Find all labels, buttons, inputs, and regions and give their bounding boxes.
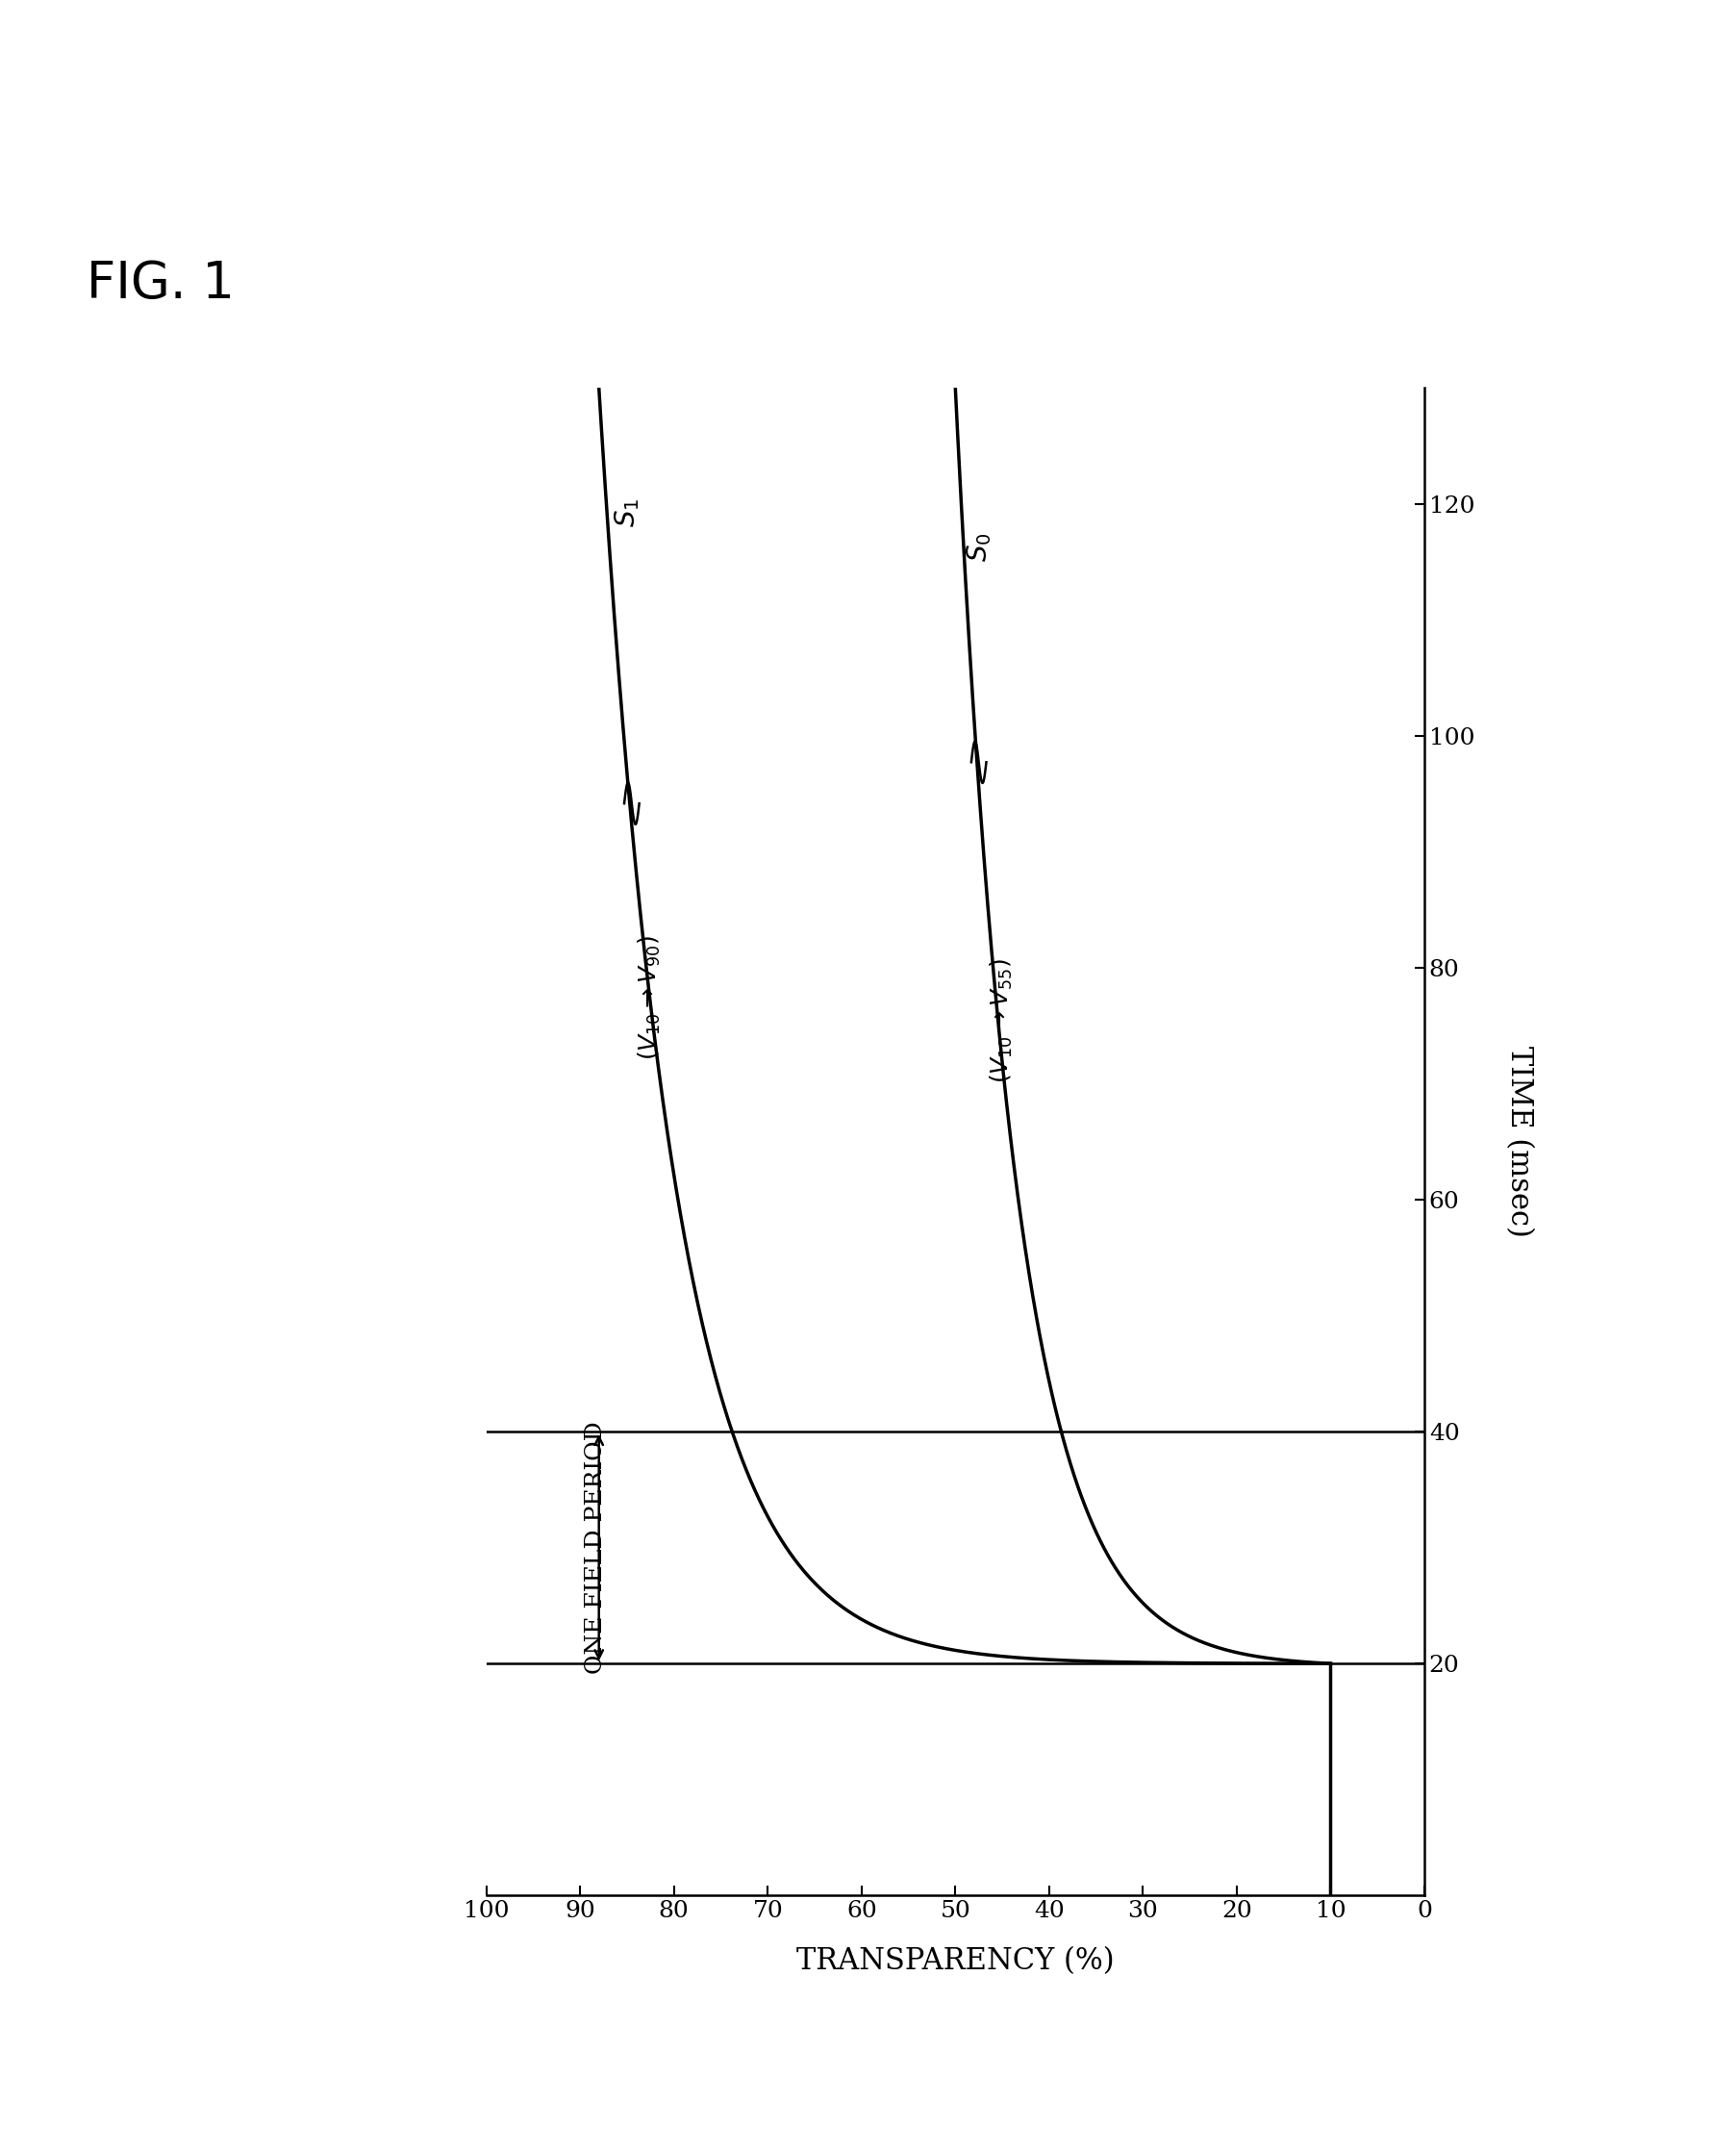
- Text: $(V_{10}\rightarrow V_{55})$: $(V_{10}\rightarrow V_{55})$: [988, 959, 1014, 1083]
- Text: $S_1$: $S_1$: [613, 498, 641, 528]
- Text: FIG. 1: FIG. 1: [87, 258, 234, 308]
- Text: ONE FIELD PERIOD: ONE FIELD PERIOD: [585, 1422, 606, 1674]
- X-axis label: TRANSPARENCY (%): TRANSPARENCY (%): [795, 1947, 1115, 1975]
- Y-axis label: TIME (msec): TIME (msec): [1503, 1047, 1533, 1236]
- Text: $(V_{10}\rightarrow V_{90})$: $(V_{10}\rightarrow V_{90})$: [635, 935, 661, 1060]
- Text: $S_0$: $S_0$: [963, 532, 993, 562]
